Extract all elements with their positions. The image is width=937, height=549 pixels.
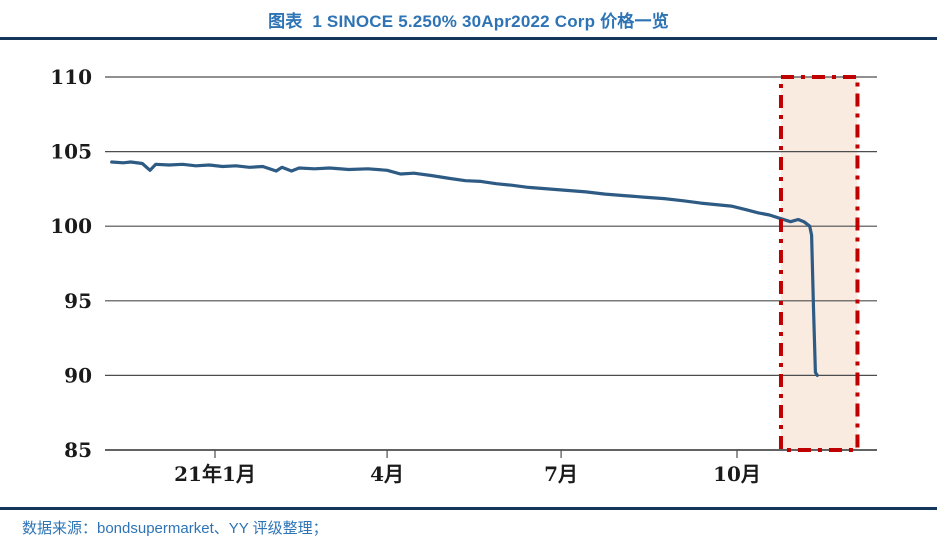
y-axis-label: 95 [64, 289, 92, 313]
y-axis-label: 90 [64, 363, 92, 387]
y-axis-label: 105 [50, 140, 92, 164]
x-axis-label: 4月 [370, 462, 404, 486]
highlight-region-fill [780, 77, 858, 450]
highlight-region-border [778, 75, 860, 452]
price-line [110, 160, 819, 377]
y-axis-label: 100 [50, 214, 92, 238]
bottom-divider [0, 507, 937, 510]
x-axis-label: 21年1月 [174, 462, 256, 486]
source-note: 数据来源：bondsupermarket、YY 评级整理； [22, 520, 328, 537]
x-axis-label: 7月 [544, 462, 578, 486]
top-divider [0, 37, 937, 40]
figure-title: 图表 1 SINOCE 5.250% 30Apr2022 Corp 价格一览 [268, 12, 669, 31]
x-axis-label: 10月 [713, 462, 761, 486]
y-axis-label: 110 [50, 65, 92, 89]
y-axis-label: 85 [64, 438, 92, 462]
